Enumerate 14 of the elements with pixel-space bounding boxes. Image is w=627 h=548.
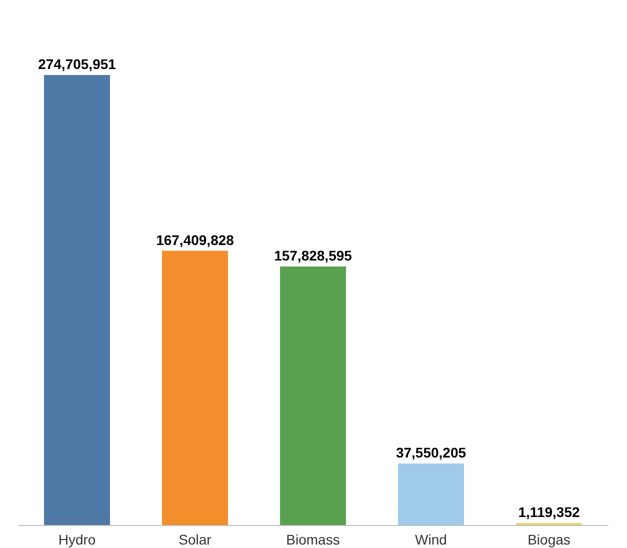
data-label: 274,705,951 <box>38 56 116 72</box>
bar <box>280 266 346 525</box>
data-label: 37,550,205 <box>396 444 466 460</box>
data-label: 1,119,352 <box>518 504 580 520</box>
x-tick-label: Hydro <box>58 532 96 548</box>
data-label: 167,409,828 <box>156 232 234 248</box>
x-tick-label: Biogas <box>528 532 570 548</box>
x-tick-label: Solar <box>178 532 212 548</box>
data-label: 157,828,595 <box>274 247 352 264</box>
bar <box>44 75 110 525</box>
bar <box>162 250 228 525</box>
x-tick-label: Wind <box>415 532 447 548</box>
x-tick-label: Biomass <box>286 532 340 548</box>
bar <box>398 463 464 525</box>
